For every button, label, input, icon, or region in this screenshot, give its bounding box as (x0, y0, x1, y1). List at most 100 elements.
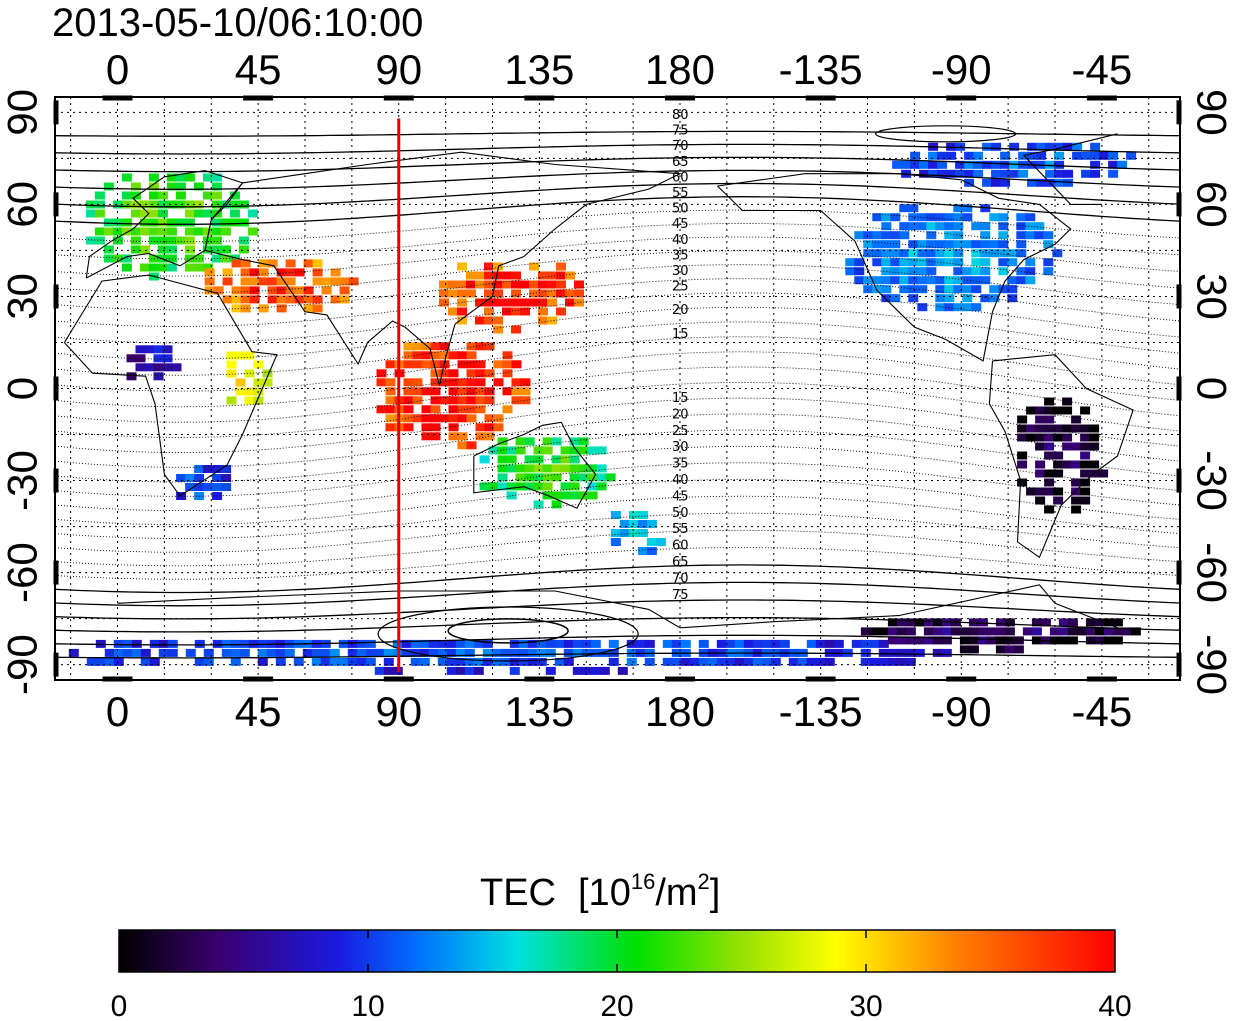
tec-cell (1053, 487, 1064, 496)
tec-cell (158, 639, 169, 648)
tec-cell (403, 387, 414, 396)
tec-cell (149, 639, 160, 648)
tec-cell (491, 657, 502, 666)
contour-line (55, 264, 1180, 311)
tec-cell (578, 446, 589, 455)
tec-cell (121, 263, 132, 272)
tec-cell (574, 298, 584, 307)
tec-cell (587, 446, 598, 455)
tec-cell (908, 240, 919, 249)
tec-cell (1017, 478, 1028, 487)
tec-cell (139, 245, 150, 254)
tec-cell (240, 286, 251, 295)
tec-cell (484, 289, 494, 298)
tec-cell (121, 227, 132, 236)
tec-cell (473, 639, 484, 648)
tec-cell (937, 160, 948, 169)
contour-line (55, 382, 1180, 438)
tec-cell (448, 423, 459, 432)
tec-cell (863, 249, 874, 258)
tec-cell (330, 277, 341, 286)
contour-line (55, 236, 1180, 277)
tec-cell (824, 657, 835, 666)
contour-pole-loop (377, 606, 639, 662)
tec-cell (572, 648, 583, 657)
tec-cell (276, 295, 287, 304)
tec-cell (955, 160, 966, 169)
lon-tick-label: 45 (235, 46, 282, 93)
tec-cell (226, 360, 237, 369)
tec-cell (493, 298, 503, 307)
tec-cell (464, 657, 475, 666)
tec-cell (448, 387, 459, 396)
contour-line (55, 169, 1180, 190)
tec-cell (446, 666, 457, 675)
tec-cell (1018, 169, 1029, 178)
tec-cell (935, 294, 946, 303)
tec-cell (545, 639, 556, 648)
tec-cell (457, 316, 467, 325)
tec-cell (211, 245, 222, 254)
tec-cell (962, 204, 973, 213)
colorbar-title-unit-mid: /m (655, 872, 697, 914)
frame-ticks (53, 95, 1182, 682)
tec-cell (887, 657, 898, 666)
tec-cell (94, 227, 105, 236)
tec-cell (247, 227, 258, 236)
contour-line (55, 495, 1180, 539)
contour-line (55, 599, 1180, 620)
tec-cell (439, 298, 449, 307)
lat-tick-label: 30 (0, 273, 46, 320)
tec-cell (998, 213, 1009, 222)
contour-line (55, 143, 1180, 155)
colorbar: TEC [1016/m2] 0 10 20 30 40 (111, 869, 1132, 1021)
tec-region-middle-east (204, 259, 359, 313)
tec-cell (971, 249, 982, 258)
tec-cell (986, 627, 997, 636)
tec-cell (908, 258, 919, 267)
tec-cell (908, 267, 919, 276)
tec-cell (698, 657, 709, 666)
tec-cell (851, 639, 862, 648)
tec-cell (376, 369, 387, 378)
tec-cell (484, 414, 495, 423)
tec-cell (1117, 160, 1128, 169)
tec-cell (556, 262, 566, 271)
tec-cell (1062, 460, 1073, 469)
tec-cell (971, 276, 982, 285)
contour-line (55, 529, 1180, 567)
tec-cell (497, 464, 508, 473)
contour-label: 20 (672, 407, 689, 422)
tec-cell (578, 464, 589, 473)
tec-cell (863, 276, 874, 285)
tec-cell (644, 639, 655, 648)
tec-cell (887, 627, 898, 636)
tec-cell (253, 378, 264, 387)
tec-cell (285, 277, 296, 286)
tec-cell (959, 636, 970, 645)
tec-cell (1080, 496, 1091, 505)
tec-cell (202, 245, 213, 254)
tec-cell (944, 294, 955, 303)
tec-cell (917, 258, 928, 267)
lat-tick-label: 90 (0, 89, 46, 136)
tec-cell (1016, 276, 1027, 285)
tec-cell (113, 648, 124, 657)
tec-cell (457, 432, 468, 441)
tec-cell (497, 455, 508, 464)
tec-cell (484, 423, 495, 432)
tec-cell (212, 465, 223, 473)
tec-cell (284, 648, 295, 657)
tec-cell (998, 267, 1009, 276)
lon-tick-label: 135 (504, 688, 574, 735)
tec-cell (878, 648, 889, 657)
tec-cell (303, 259, 314, 268)
tec-cell (466, 360, 477, 369)
tec-cell (551, 500, 562, 509)
tec-cell (1036, 178, 1047, 187)
tec-cell (294, 286, 305, 295)
tec-cell (466, 289, 476, 298)
tec-cell (148, 200, 159, 209)
tec-cell (184, 254, 195, 263)
tec-cell (139, 263, 150, 272)
